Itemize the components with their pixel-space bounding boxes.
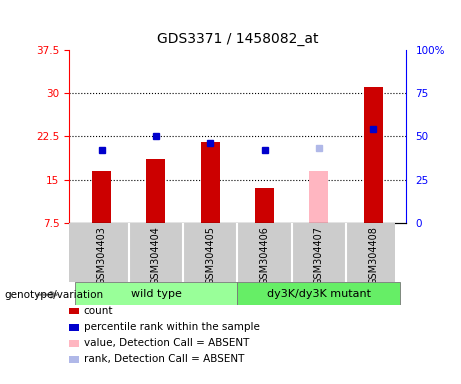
Bar (309, 171, 328, 223)
Text: value, Detection Call = ABSENT: value, Detection Call = ABSENT (84, 338, 249, 348)
Text: GSM304404: GSM304404 (151, 226, 161, 285)
Text: wild type: wild type (130, 289, 182, 299)
Text: count: count (84, 306, 113, 316)
Text: GSM304407: GSM304407 (314, 226, 324, 285)
Bar (255, 188, 274, 223)
Bar (364, 88, 383, 223)
Text: GSM304405: GSM304405 (205, 226, 215, 285)
Text: dy3K/dy3K mutant: dy3K/dy3K mutant (267, 289, 371, 299)
Bar (75, 282, 237, 305)
Text: GSM304406: GSM304406 (260, 226, 270, 285)
Bar (92, 171, 111, 223)
Text: genotype/variation: genotype/variation (5, 290, 104, 300)
Title: GDS3371 / 1458082_at: GDS3371 / 1458082_at (157, 32, 318, 46)
Text: GSM304403: GSM304403 (97, 226, 106, 285)
Bar (237, 282, 400, 305)
Text: GSM304408: GSM304408 (368, 226, 378, 285)
Text: percentile rank within the sample: percentile rank within the sample (84, 322, 260, 332)
Text: rank, Detection Call = ABSENT: rank, Detection Call = ABSENT (84, 354, 244, 364)
Bar (147, 159, 165, 223)
Bar (201, 142, 220, 223)
